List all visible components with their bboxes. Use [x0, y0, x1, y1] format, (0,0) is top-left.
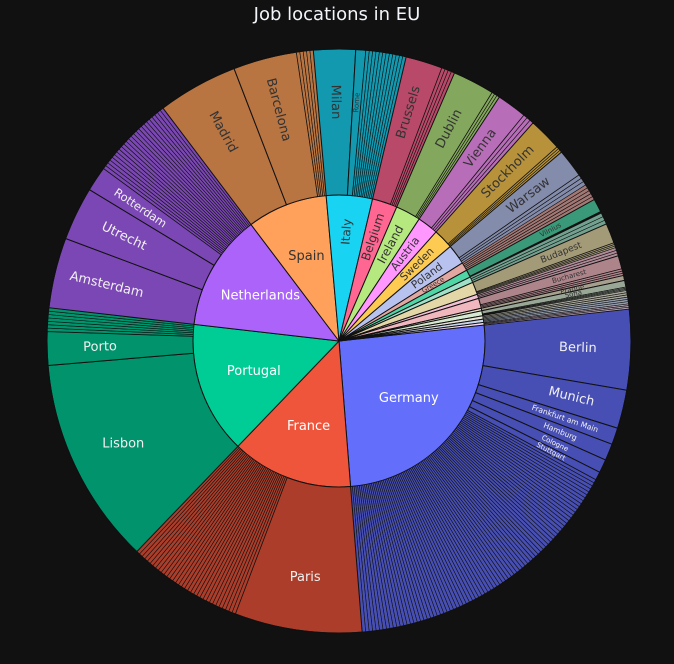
outer-ring-border [46, 48, 632, 634]
city-label-berlin: Berlin [559, 340, 597, 356]
city-label-rome: Rome [352, 92, 361, 113]
city-label-sofia: Sofia [564, 289, 583, 300]
chart-title: Job locations in EU [253, 4, 421, 25]
country-label-portugal: Portugal [227, 364, 281, 379]
country-label-spain: Spain [288, 249, 324, 264]
city-label-porto: Porto [83, 339, 117, 355]
country-label-germany: Germany [379, 391, 439, 406]
country-label-france: France [287, 419, 330, 434]
country-label-netherlands: Netherlands [221, 289, 300, 304]
city-label-paris: Paris [290, 570, 321, 585]
city-label-lisbon: Lisbon [102, 436, 144, 451]
city-label-milan: Milan [328, 85, 344, 120]
country-label-italy: Italy [338, 218, 354, 245]
